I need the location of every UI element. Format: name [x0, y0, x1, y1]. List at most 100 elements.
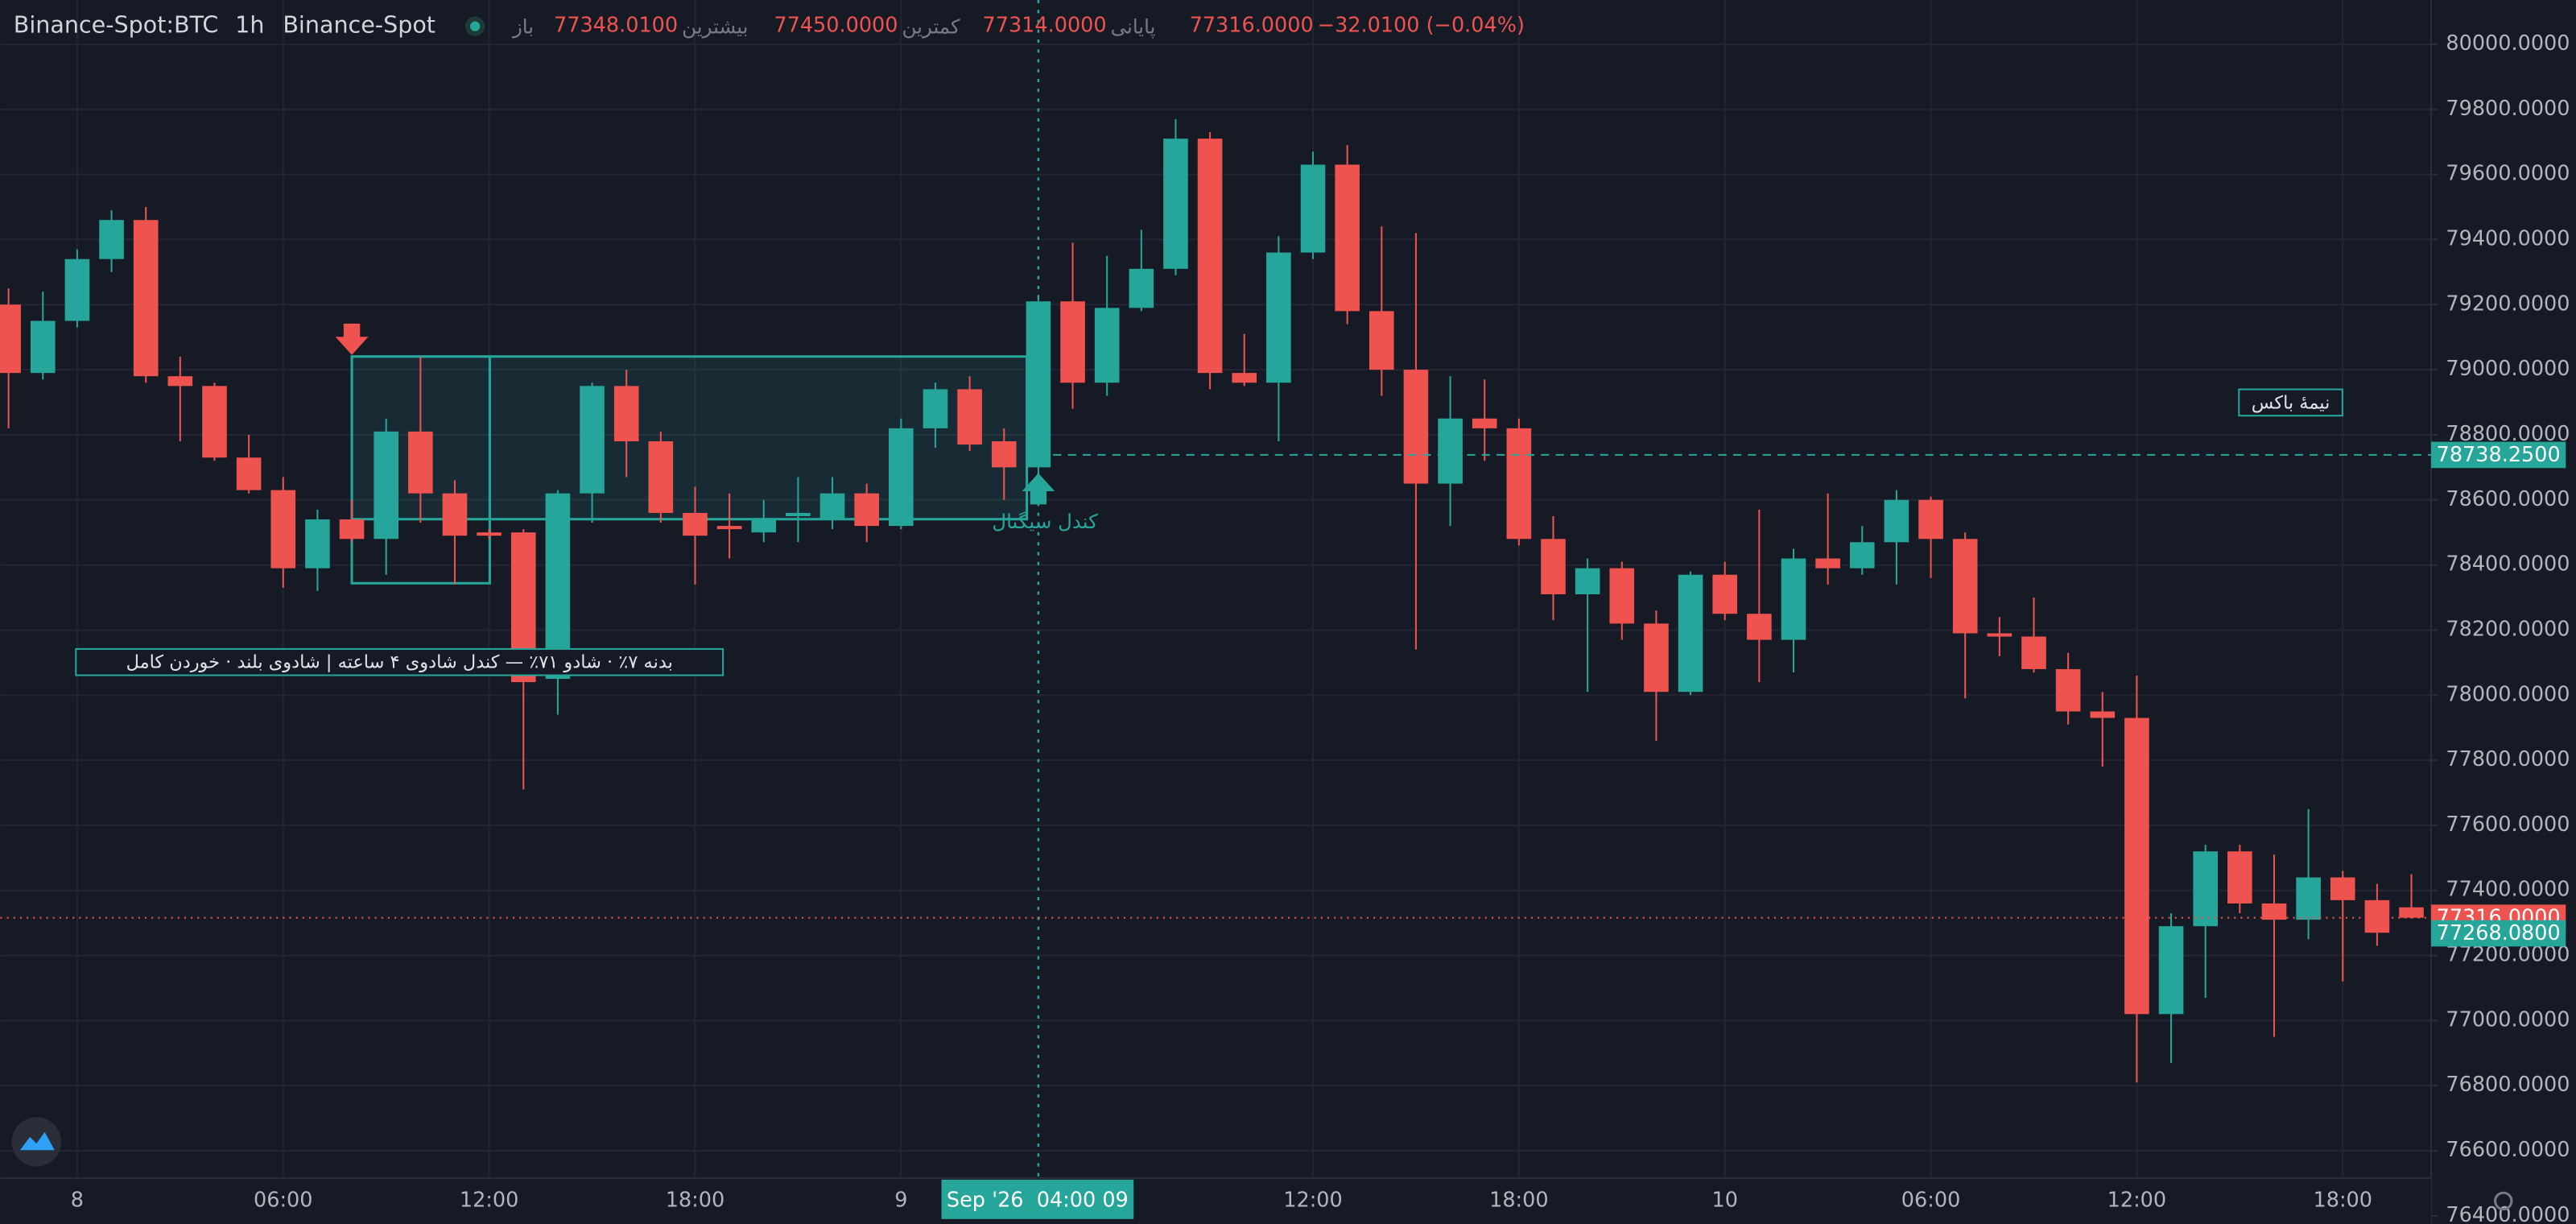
candle-body	[923, 389, 948, 428]
candle-body	[99, 220, 124, 259]
candle-body	[1849, 542, 1875, 569]
candle-body	[1163, 139, 1188, 269]
note-text: بدنه ۷٪ · شادو ۷۱٪ — کندل شادوی ۴ ساعته …	[126, 652, 673, 673]
candle-body	[1094, 308, 1120, 383]
candle-body	[408, 431, 433, 494]
y-tick-label: 77600.0000	[2446, 813, 2570, 837]
candle-body	[819, 493, 845, 520]
x-tick-label: 18:00	[1489, 1188, 1549, 1212]
price-label-box	[2431, 441, 2566, 469]
y-tick-label: 79600.0000	[2446, 162, 2570, 186]
x-tick-label: 06:00	[254, 1188, 313, 1212]
candle-body	[1884, 499, 1909, 543]
zone-box[interactable]	[350, 355, 1029, 521]
candle-body	[1781, 558, 1806, 640]
close-label: پایانی	[1111, 15, 1156, 39]
change: −32.0100 (−0.04%)	[1318, 14, 1525, 38]
x-tick-label: 06:00	[1901, 1188, 1961, 1212]
candle-body	[339, 519, 365, 540]
box-mid-label: نیمهٔ باکس	[2252, 392, 2330, 413]
candle-body	[854, 493, 879, 527]
candle-body	[1335, 164, 1360, 312]
y-tick-label: 78000.0000	[2446, 682, 2570, 706]
candle-body	[2330, 877, 2355, 900]
candle-body	[202, 386, 227, 458]
candle-body	[1026, 301, 1051, 468]
candle-body	[1060, 301, 1085, 383]
y-tick-label: 78400.0000	[2446, 552, 2570, 577]
candle-body	[2399, 907, 2424, 918]
candle-body	[1541, 539, 1566, 594]
candle-body	[0, 304, 21, 374]
candle-body	[751, 519, 777, 533]
logo-mark	[19, 1131, 55, 1151]
candle-body	[1438, 418, 1463, 484]
candle-body	[2021, 636, 2046, 669]
high-value: 77450.0000	[774, 14, 898, 38]
candle-body	[1575, 568, 1600, 594]
candle-body	[2124, 717, 2149, 1015]
candle-body	[580, 386, 605, 494]
candle-body	[545, 493, 571, 680]
candle-body	[786, 512, 811, 516]
crosshair-label: Sep '26 04:00 09	[947, 1188, 1129, 1212]
y-tick-label: 79200.0000	[2446, 292, 2570, 316]
candle-body	[64, 258, 90, 321]
x-tick-label: 9	[894, 1188, 907, 1212]
high-label: بیشترین	[682, 15, 748, 39]
settings[interactable]	[2494, 1191, 2513, 1211]
y-tick-label: 76600.0000	[2446, 1138, 2570, 1162]
candle-body	[270, 490, 296, 569]
candle-body	[1678, 574, 1703, 693]
price-label: 78738.2500	[2437, 443, 2561, 467]
x-tick-label: 12:00	[460, 1188, 519, 1212]
y-tick-label: 80000.0000	[2446, 31, 2570, 56]
candle-body	[1609, 568, 1635, 624]
x-tick-label: 18:00	[2314, 1188, 2373, 1212]
candle-body	[1472, 418, 1497, 428]
candle-body	[1918, 499, 1943, 540]
candle-body	[1747, 614, 1772, 640]
grid	[0, 0, 2432, 1217]
candle-body	[716, 526, 742, 530]
time-axis	[0, 1177, 2432, 1224]
candle-body	[2227, 851, 2252, 904]
y-tick-label: 79000.0000	[2446, 357, 2570, 381]
y-tick-label: 78600.0000	[2446, 487, 2570, 511]
y-tick-label: 76800.0000	[2446, 1073, 2570, 1097]
close-value: 77316.0000	[1190, 14, 1314, 38]
symbol: Binance-Spot:BTC	[14, 11, 219, 39]
candle-body	[477, 532, 502, 536]
candle-body	[2364, 899, 2390, 933]
candle-body	[2090, 711, 2116, 718]
signal-label: کندل سیگنال	[992, 510, 1098, 533]
candles	[0, 118, 2424, 1083]
box-mid-box	[2238, 388, 2343, 417]
candle-body	[167, 376, 193, 387]
x-tick-label: 8	[71, 1188, 84, 1212]
candle-body	[613, 386, 639, 442]
candle-body	[1987, 633, 2013, 637]
candle-body	[442, 493, 468, 536]
x-tick-label: 10	[1711, 1188, 1737, 1212]
low-label: کمترین	[902, 15, 960, 39]
x-tick-label: 12:00	[1283, 1188, 1343, 1212]
range-box[interactable]	[350, 355, 491, 585]
candle-body	[1129, 268, 1154, 308]
candle-body	[1300, 164, 1326, 253]
y-tick-label: 77400.0000	[2446, 878, 2570, 902]
open-value: 77348.0100	[554, 14, 678, 38]
y-tick-label: 79800.0000	[2446, 97, 2570, 121]
candle-body	[305, 519, 330, 569]
candle-body	[648, 441, 674, 513]
logo[interactable]	[11, 1117, 61, 1167]
candle-body	[889, 428, 914, 527]
low-value: 77314.0000	[983, 14, 1107, 38]
candle-body	[374, 431, 398, 540]
price-axis	[2431, 0, 2576, 1224]
y-tick-label: 79400.0000	[2446, 226, 2570, 250]
candle-body	[1712, 574, 1738, 614]
